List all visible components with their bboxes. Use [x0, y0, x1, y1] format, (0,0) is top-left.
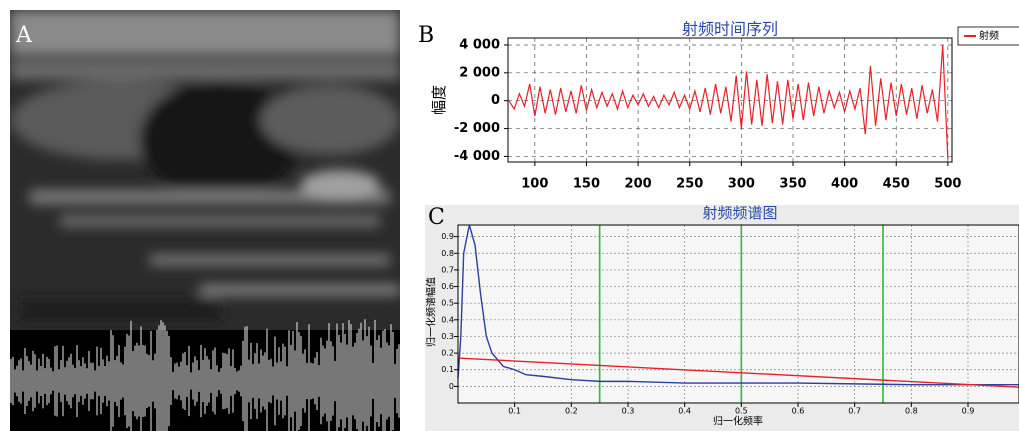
x-tick-label: 0.3 — [622, 407, 635, 416]
x-tick-label: 0.5 — [735, 407, 748, 416]
y-tick-label: 0.6 — [441, 282, 454, 291]
x-tick-label: 350 — [779, 177, 806, 192]
y-axis-label: 幅度 — [430, 85, 448, 115]
x-tick-label: 0.7 — [848, 407, 861, 416]
y-tick-label: 0.8 — [441, 249, 454, 258]
y-tick-label: 2 000 — [459, 65, 500, 80]
x-tick-label: 150 — [573, 177, 600, 192]
legend-box — [957, 26, 1019, 46]
y-tick-label: 0.3 — [441, 332, 454, 341]
x-tick-label: 0.6 — [792, 407, 805, 416]
y-axis-label: 归一化频谱幅值 — [425, 277, 438, 347]
y-tick-label: 0.2 — [441, 349, 454, 358]
y-tick-label: -2 000 — [454, 121, 500, 136]
x-tick-label: 100 — [521, 177, 548, 192]
series-line — [508, 44, 949, 160]
y-tick-label: 0.9 — [441, 232, 454, 241]
x-tick-label: 0.9 — [962, 407, 975, 416]
x-tick-label: 0.4 — [678, 407, 691, 416]
legend-label: 射频 — [979, 29, 999, 42]
plot-frame — [457, 224, 1019, 404]
series-line — [457, 224, 1019, 386]
y-tick-label: 4 000 — [459, 37, 500, 52]
x-tick-label: 0.1 — [508, 407, 521, 416]
plot-area — [508, 38, 952, 162]
chart-title: 射频时间序列 — [682, 20, 778, 39]
y-tick-label: 0 — [449, 382, 454, 391]
image-texture — [10, 10, 400, 320]
x-tick-label: 200 — [625, 177, 652, 192]
y-tick-label: 0.7 — [441, 265, 454, 274]
chart-title: 射频频谱图 — [702, 204, 777, 222]
ultrasound-image — [10, 10, 400, 330]
rf-trace — [10, 319, 400, 431]
x-tick-label: 450 — [883, 177, 910, 192]
y-tick-label: 0 — [491, 93, 500, 108]
x-tick-label: 250 — [676, 177, 703, 192]
panel-label: B — [418, 23, 434, 48]
y-tick-label: -4 000 — [454, 149, 500, 164]
y-tick-label: 0.5 — [441, 299, 454, 308]
plot-frame — [507, 37, 953, 163]
x-tick-label: 300 — [728, 177, 755, 192]
x-tick-label: 0.8 — [905, 407, 918, 416]
x-axis-label: 归一化频率 — [713, 415, 763, 428]
x-tick-label: 0.2 — [565, 407, 578, 416]
x-tick-label: 400 — [831, 177, 858, 192]
x-tick-label: 500 — [934, 177, 961, 192]
y-tick-label: 0.4 — [441, 315, 454, 324]
panel-label: A — [15, 23, 33, 48]
panel-label: C — [428, 205, 445, 230]
series-line — [457, 357, 1019, 388]
y-tick-label: 0.1 — [441, 365, 454, 374]
